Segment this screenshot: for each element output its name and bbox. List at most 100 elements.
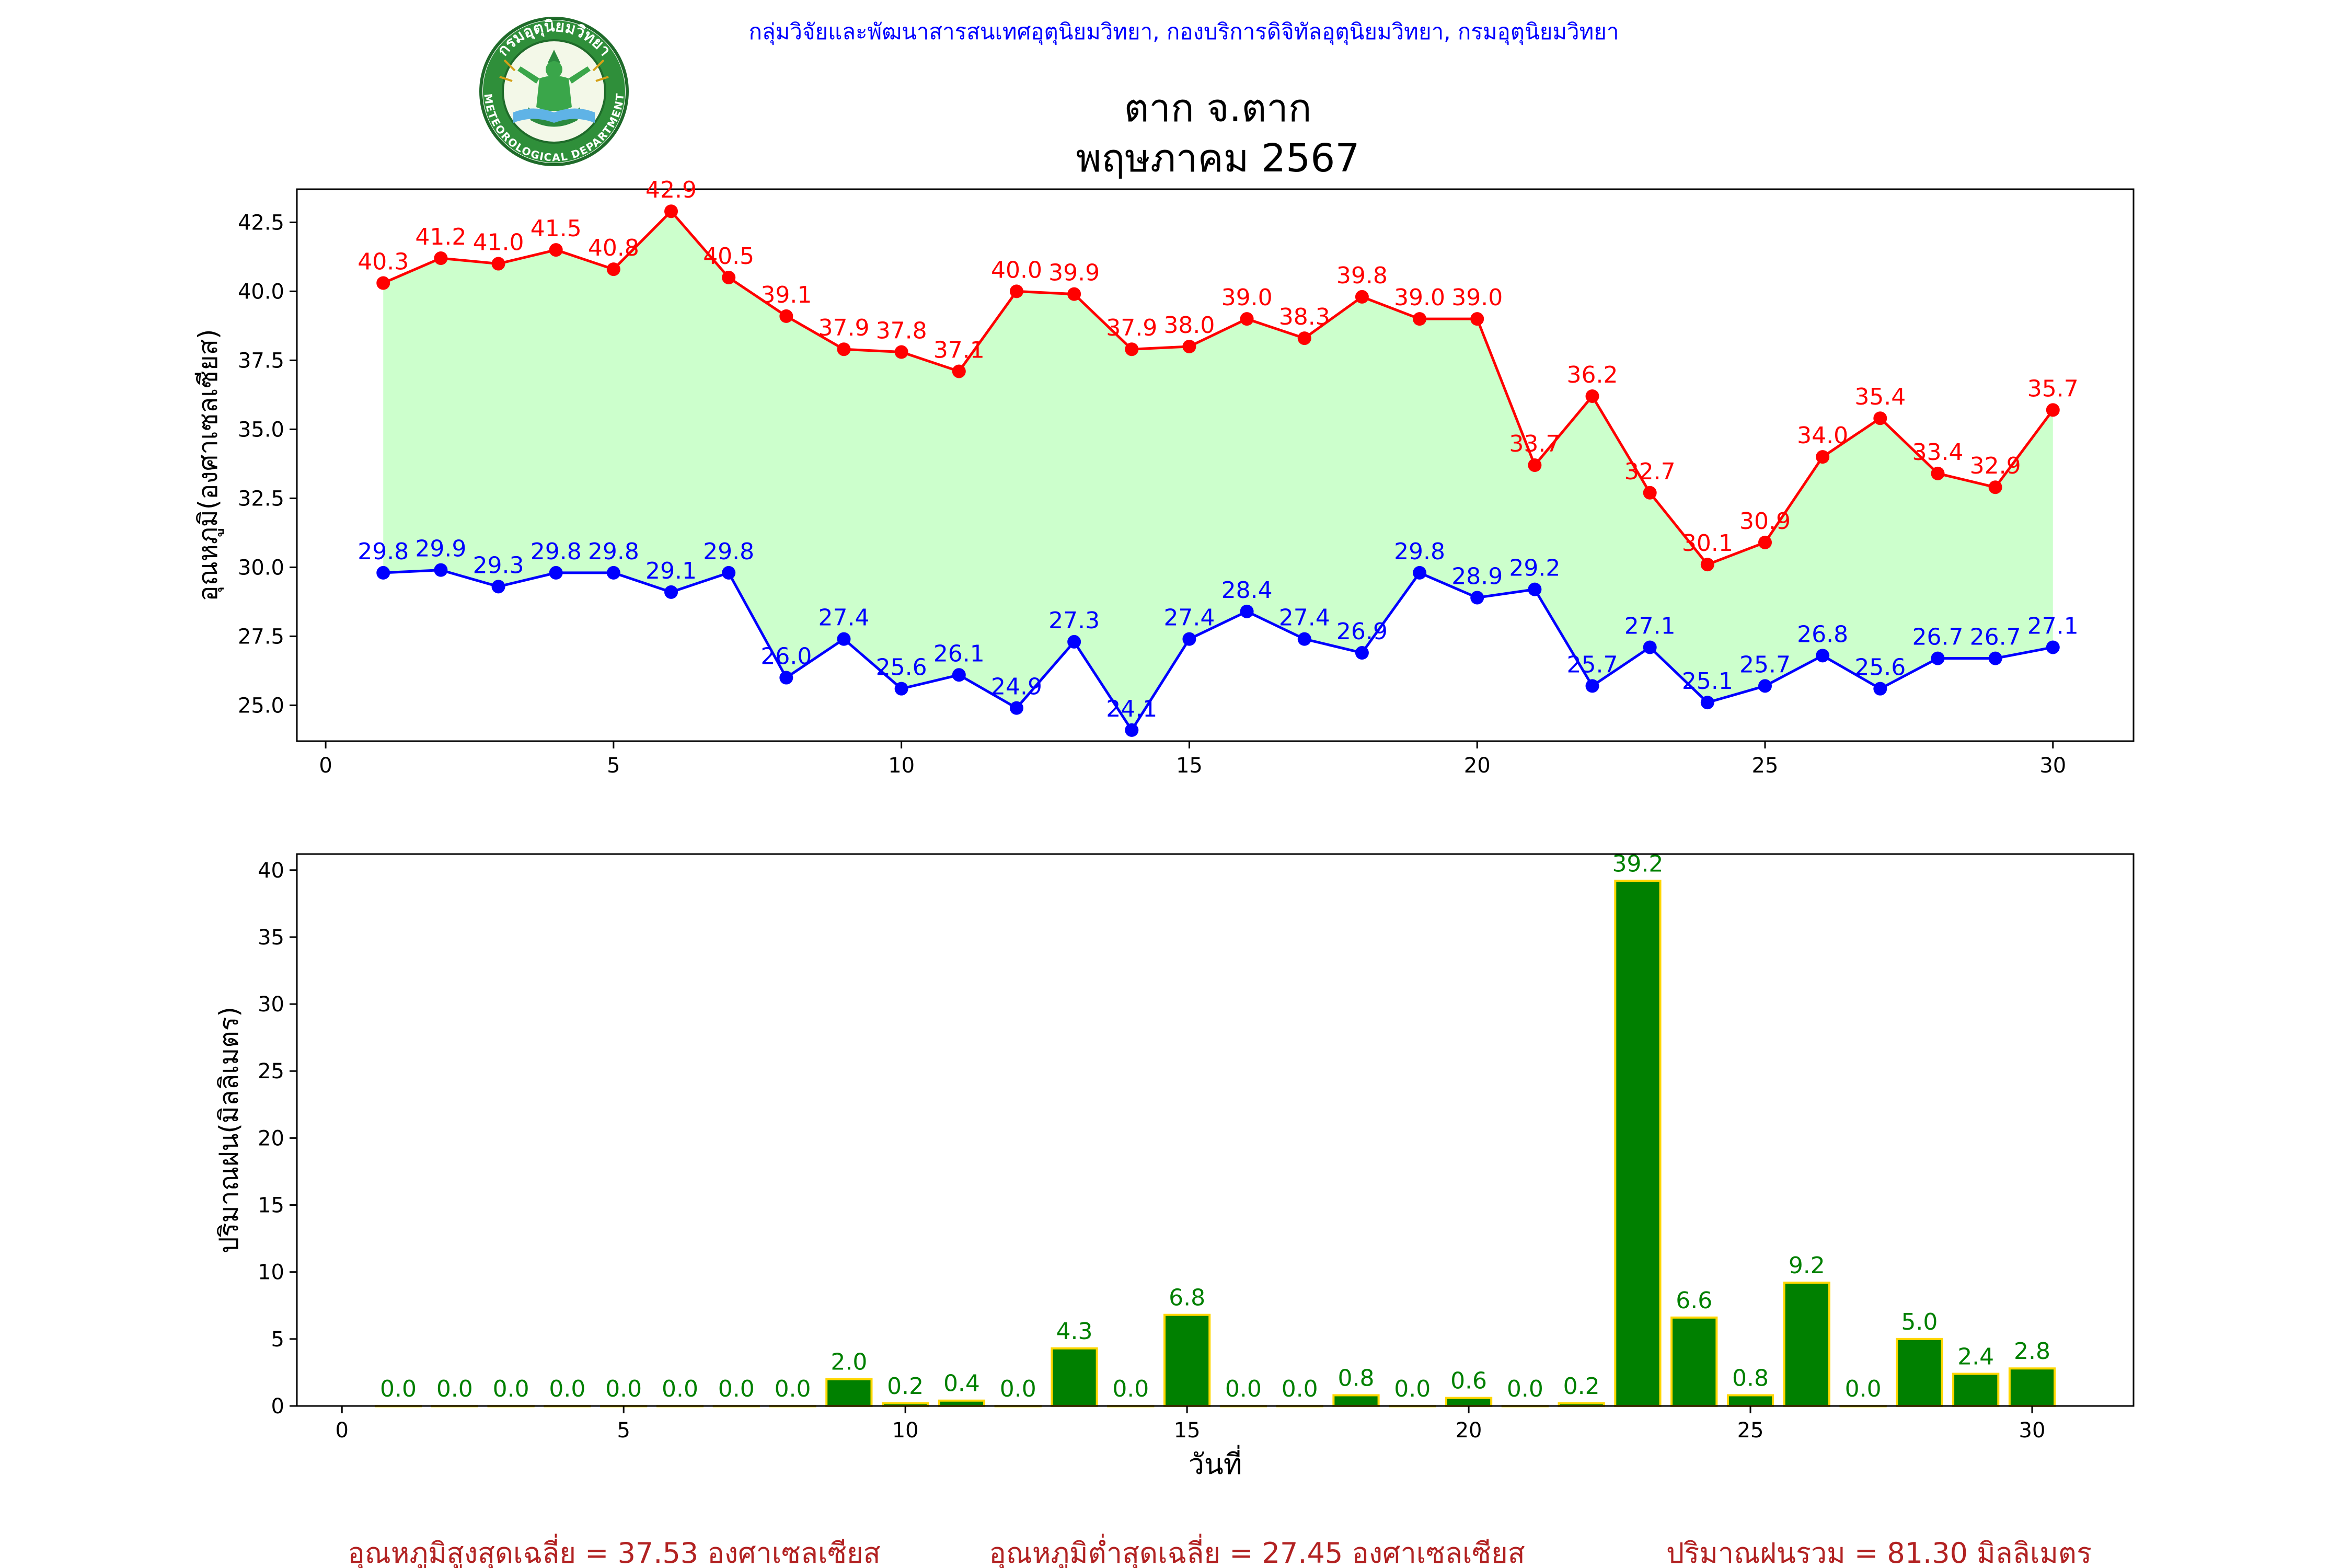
y-tick-label: 20 <box>258 1126 284 1150</box>
x-tick-label: 30 <box>2039 754 2066 778</box>
min-temp-value-label: 29.8 <box>531 538 582 565</box>
max-temp-value-label: 37.9 <box>1106 315 1157 341</box>
min-temp-point <box>1067 635 1081 649</box>
max-temp-point <box>722 270 736 284</box>
y-tick-label: 40 <box>258 859 284 883</box>
y-tick-label: 27.5 <box>238 625 284 649</box>
max-temp-value-label: 40.3 <box>358 249 409 275</box>
max-temp-point <box>2046 403 2060 417</box>
max-temp-point <box>549 243 563 257</box>
min-temp-value-label: 27.4 <box>818 605 870 631</box>
x-tick-label: 0 <box>336 1419 349 1443</box>
rain-value-label: 5.0 <box>1901 1309 1938 1335</box>
max-temp-value-label: 30.1 <box>1682 530 1733 557</box>
plot-frame <box>296 188 2135 742</box>
min-temp-line <box>383 569 2054 733</box>
rain-value-label: 0.0 <box>1282 1376 1318 1402</box>
rain-value-label: 0.0 <box>775 1376 811 1402</box>
max-temp-point <box>837 342 851 356</box>
max-temp-point <box>1988 480 2002 494</box>
x-tick-label: 20 <box>1456 1419 1482 1443</box>
min-temp-point <box>1125 723 1139 737</box>
max-temp-point <box>1009 284 1023 298</box>
max-temp-value-label: 34.0 <box>1797 422 1848 449</box>
max-temp-value-label: 38.0 <box>1163 312 1215 339</box>
min-temp-point <box>1297 632 1311 646</box>
rain-bar <box>1051 1347 1098 1407</box>
y-tick-label: 40.0 <box>238 280 284 304</box>
rainfall-chart: 0.0 0.0 0.0 0.0 0.0 0.0 0.0 0.0 2.0 0.2 0.4 0.0 4.3 0… <box>214 850 2135 1481</box>
rain-value-label: 0.0 <box>436 1376 473 1402</box>
min-temp-point <box>1758 679 1772 693</box>
min-temp-point <box>1931 651 1945 665</box>
rain-value-label: 6.8 <box>1169 1285 1205 1311</box>
min-temp-value-label: 29.3 <box>473 552 524 579</box>
max-temp-point <box>1413 312 1427 326</box>
rain-bar <box>938 1399 986 1407</box>
max-temp-point <box>1125 342 1139 356</box>
max-temp-point <box>894 345 908 359</box>
rain-bar <box>1952 1373 2000 1407</box>
min-temp-value-label: 26.0 <box>760 643 812 670</box>
min-temp-value-label: 25.7 <box>1567 651 1618 678</box>
max-temp-point <box>1585 389 1599 403</box>
max-temp-point <box>1240 312 1254 326</box>
x-tick-label: 15 <box>1176 754 1203 778</box>
rain-value-label: 2.0 <box>831 1349 867 1376</box>
max-temp-point <box>664 204 678 218</box>
rain-bar <box>2008 1367 2056 1407</box>
y-axis-label: ปริมาณฝน(มิลลิเมตร) <box>214 1007 244 1253</box>
min-temp-point <box>1988 651 2002 665</box>
x-tick-label: 10 <box>888 754 915 778</box>
max-temp-value-label: 38.3 <box>1279 304 1330 330</box>
max-temp-value-label: 37.8 <box>876 318 927 344</box>
max-temp-value-label: 40.0 <box>991 257 1042 283</box>
y-tick-label: 30 <box>258 993 284 1017</box>
y-tick-label: 25.0 <box>238 694 284 718</box>
y-tick-label: 32.5 <box>238 487 284 511</box>
rain-value-label: 0.6 <box>1450 1368 1487 1394</box>
min-temp-value-label: 27.4 <box>1163 605 1215 631</box>
max-temp-value-label: 39.0 <box>1221 284 1273 311</box>
min-temp-value-label: 27.3 <box>1048 607 1100 634</box>
min-temp-point <box>1009 701 1023 715</box>
min-temp-value-label: 28.9 <box>1451 563 1503 590</box>
rain-value-label: 4.3 <box>1056 1318 1093 1345</box>
max-temp-value-label: 39.8 <box>1336 262 1388 289</box>
x-tick-label: 30 <box>2019 1419 2046 1443</box>
min-temp-point <box>1355 646 1369 660</box>
min-temp-value-label: 25.1 <box>1682 668 1733 695</box>
min-temp-point <box>894 682 908 696</box>
temperature-range-band <box>383 211 2053 730</box>
min-temp-point <box>1643 640 1657 654</box>
rain-value-label: 0.0 <box>1112 1376 1149 1402</box>
max-temp-point <box>1182 339 1196 353</box>
min-temp-point <box>1585 679 1599 693</box>
max-temp-value-label: 41.5 <box>531 215 582 242</box>
y-tick-label: 5 <box>271 1328 284 1352</box>
y-tick-label: 42.5 <box>238 211 284 235</box>
temperature-chart: 0 5 10 15 20 25 30 25.0 27.5 30.0 32.5 35.0 37.5 40.0… <box>193 177 2135 778</box>
max-temp-value-label: 39.1 <box>760 282 812 308</box>
min-temp-point <box>664 585 678 599</box>
x-tick-label: 0 <box>319 754 332 778</box>
min-temp-point <box>1413 566 1427 580</box>
min-temp-point <box>1470 591 1484 605</box>
y-axis-label: อุณหภูมิ(องศาเซลเซียส) <box>193 329 224 601</box>
x-axis-label: วันที่ <box>1189 1445 1242 1481</box>
rain-value-label: 0.0 <box>1507 1376 1543 1402</box>
max-temp-point <box>1873 411 1887 425</box>
rain-bar <box>1445 1397 1493 1407</box>
max-temp-value-label: 35.7 <box>2027 375 2079 402</box>
max-temp-value-label: 41.2 <box>415 224 466 250</box>
min-temp-point <box>434 563 448 577</box>
max-temp-value-label: 41.0 <box>473 229 524 256</box>
rain-bar <box>1896 1338 1943 1408</box>
min-temp-point <box>1873 682 1887 696</box>
rain-value-label: 0.0 <box>1225 1376 1262 1402</box>
min-temp-point <box>1240 604 1254 618</box>
min-temp-value-label: 26.7 <box>1970 624 2021 651</box>
max-temp-value-label: 40.8 <box>588 235 639 261</box>
min-temp-value-label: 29.9 <box>415 536 466 562</box>
